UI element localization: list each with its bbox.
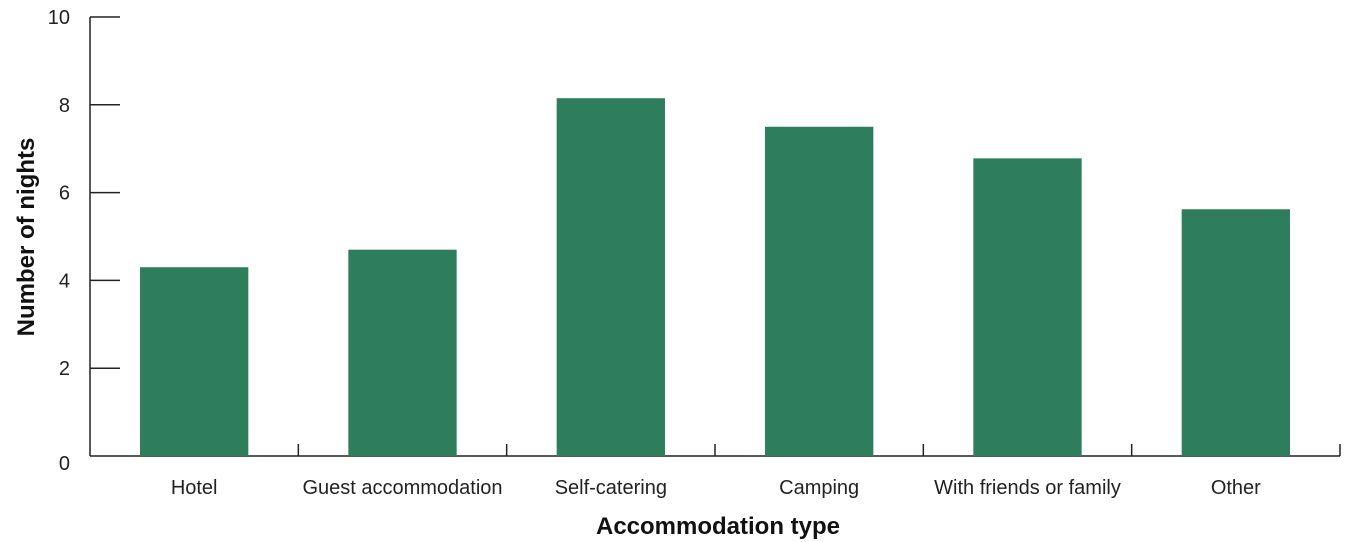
y-tick-label: 10: [48, 7, 70, 29]
x-tick-label: With friends or family: [934, 477, 1121, 499]
x-axis: Hotel Guest accommodation Self-catering Cam…: [90, 444, 1341, 499]
x-tick-label: Hotel: [171, 477, 218, 499]
x-tick-label: Self-catering: [555, 477, 667, 499]
y-tick-label: 6: [59, 183, 70, 205]
bar: [140, 267, 249, 456]
y-axis: 0 2 4 6 8 10: [48, 7, 120, 475]
y-axis-title: Number of nights: [13, 138, 40, 337]
y-tick-label: 0: [59, 453, 70, 475]
bar: [973, 158, 1082, 456]
y-tick-label: 4: [59, 270, 70, 292]
x-tick-label: Guest accommodation: [302, 477, 502, 499]
bar: [556, 98, 665, 456]
bars: [140, 98, 1290, 456]
y-tick-label: 8: [59, 95, 70, 117]
x-axis-title: Accommodation type: [596, 513, 840, 540]
bar: [348, 249, 457, 456]
y-tick-label: 2: [59, 358, 70, 380]
bar: [1181, 209, 1290, 456]
x-tick-label: Other: [1211, 477, 1261, 499]
x-tick-label: Camping: [779, 477, 859, 499]
bar: [765, 126, 874, 456]
